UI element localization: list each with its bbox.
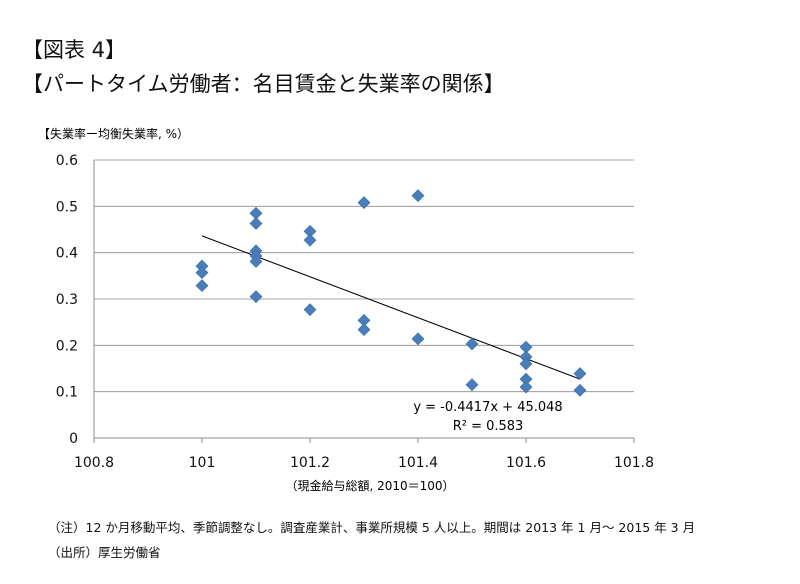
- data-point: [195, 279, 209, 292]
- x-axis-label: （現金給与総額, 2010＝100）: [285, 478, 454, 493]
- trendline: [201, 235, 581, 380]
- figure-number: 【図表 4】: [22, 38, 127, 62]
- x-tick-label: 101.4: [398, 455, 438, 471]
- x-tick-labels: 100.8 101 101.2 101.4 101.6 101.8: [74, 455, 654, 471]
- data-point: [357, 196, 371, 210]
- data-point: [411, 332, 425, 346]
- x-tick-label: 101.8: [614, 455, 654, 471]
- y-tick-label: 0.5: [56, 199, 78, 215]
- data-point: [411, 189, 425, 203]
- x-tick-label: 101.6: [506, 455, 546, 471]
- data-point: [573, 367, 587, 381]
- data-point: [195, 266, 209, 280]
- data-point: [357, 323, 371, 337]
- y-tick-labels: 0 0.1 0.2 0.3 0.4 0.5 0.6: [56, 153, 78, 447]
- data-points: [195, 189, 587, 397]
- y-axis-label: 【失業率ー均衡失業率, %）: [38, 126, 189, 141]
- figure-title: 【パートタイム労働者：名目賃金と失業率の関係】: [22, 72, 505, 96]
- x-tick-label: 100.8: [74, 455, 114, 471]
- gridlines: [94, 159, 634, 393]
- data-point: [249, 217, 263, 230]
- trendline-equation: y = -0.4417x + 45.048: [413, 400, 562, 415]
- data-point: [465, 337, 479, 351]
- y-tick-label: 0.4: [56, 246, 78, 262]
- data-point: [303, 233, 317, 247]
- data-point: [573, 383, 587, 397]
- data-point: [519, 380, 533, 394]
- chart-note: （注）12 か月移動平均、季節調整なし。調査産業計、事業所規模 5 人以上。期間…: [48, 520, 696, 535]
- data-point: [249, 255, 263, 268]
- trendline-r-squared: R² = 0.583: [453, 419, 524, 434]
- data-point: [519, 357, 533, 371]
- data-point: [465, 378, 479, 392]
- chart-source: （出所）厚生労働省: [48, 545, 161, 560]
- trendline-group: [201, 235, 581, 380]
- y-tick-label: 0.6: [56, 153, 78, 169]
- data-point: [303, 303, 317, 317]
- x-tick-label: 101.2: [290, 455, 330, 471]
- y-tick-label: 0: [69, 431, 78, 447]
- y-tick-label: 0.1: [56, 385, 78, 401]
- data-point: [249, 290, 263, 304]
- x-tick-label: 101: [189, 455, 216, 471]
- y-tick-label: 0.3: [56, 292, 78, 308]
- axes: [93, 160, 635, 443]
- y-tick-label: 0.2: [56, 338, 78, 354]
